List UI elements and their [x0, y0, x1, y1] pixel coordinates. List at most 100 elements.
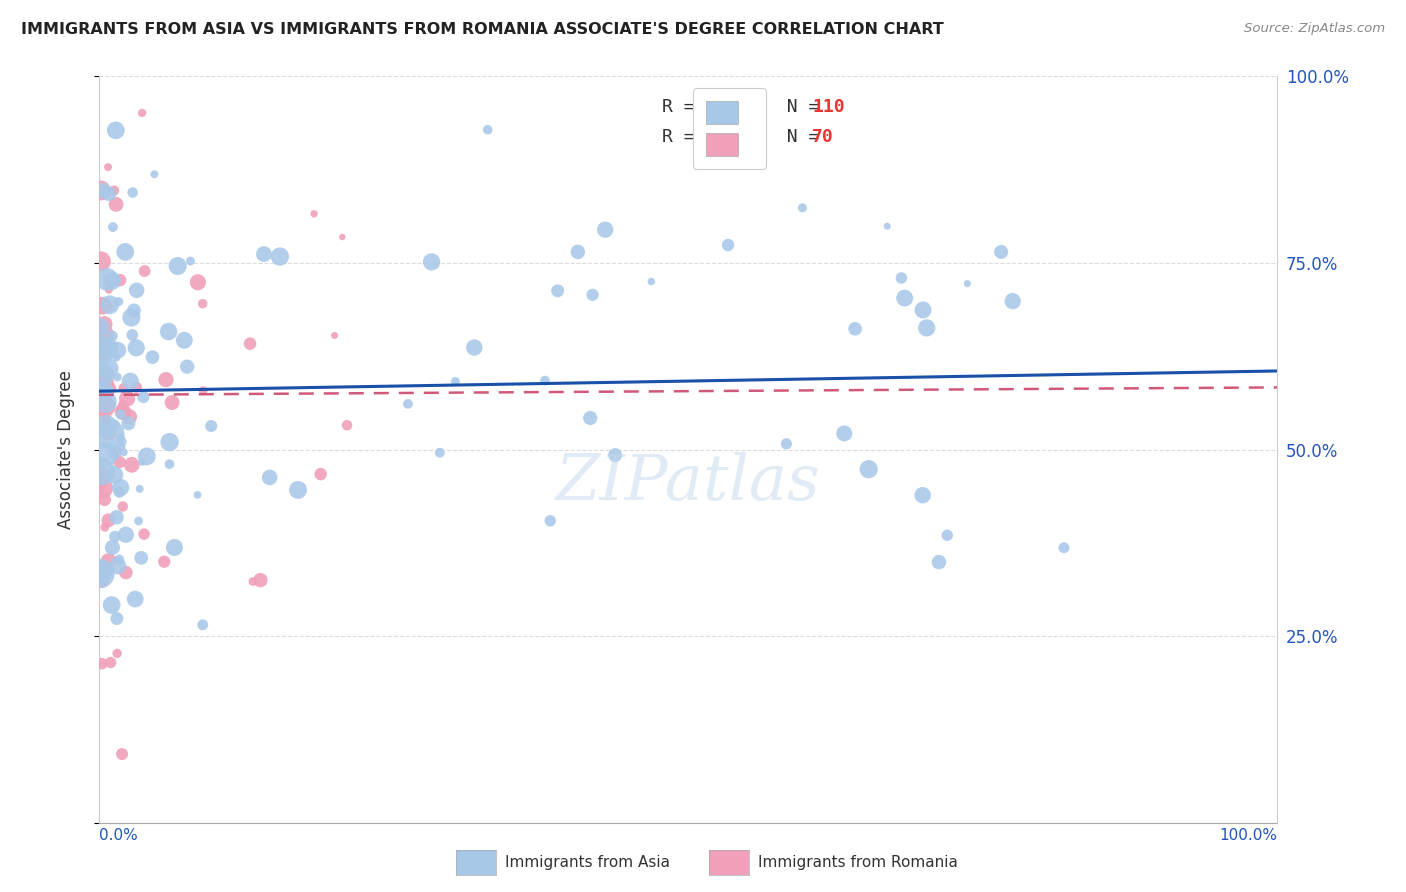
Point: [160, 395, 183, 409]
Point: [94, 394, 117, 409]
Text: 100.0%: 100.0%: [1219, 828, 1278, 843]
Point: [89, 396, 111, 410]
Point: [91, 341, 114, 355]
Point: [153, 555, 176, 569]
Point: [90, 343, 112, 357]
Point: [96, 327, 118, 342]
Point: [89, 566, 111, 581]
Point: [579, 411, 602, 425]
Point: [121, 458, 143, 472]
Point: [131, 455, 153, 469]
Point: [915, 321, 938, 335]
Point: [108, 485, 131, 500]
Point: [134, 264, 156, 278]
Point: [104, 530, 127, 544]
Point: [90, 559, 112, 574]
Point: [100, 656, 122, 670]
Point: [93, 492, 115, 507]
Point: [90, 371, 112, 385]
Point: [94, 419, 117, 434]
Point: [120, 374, 142, 388]
Text: Immigrants from Asia: Immigrants from Asia: [505, 855, 671, 871]
Point: [96, 376, 118, 390]
Point: [125, 283, 148, 297]
Point: [94, 392, 117, 406]
Point: [547, 284, 569, 298]
Text: 0.011: 0.011: [706, 128, 761, 146]
Point: [103, 184, 125, 198]
Point: [111, 404, 134, 418]
Point: [90, 322, 112, 336]
Point: [115, 392, 138, 406]
Point: [105, 647, 128, 661]
Point: [101, 274, 124, 288]
Point: [111, 747, 134, 761]
Point: [90, 183, 112, 197]
Point: [420, 255, 443, 269]
Text: 0.0%: 0.0%: [98, 828, 138, 843]
Point: [98, 298, 121, 312]
Point: [936, 528, 959, 542]
Point: [100, 598, 122, 612]
Point: [105, 370, 128, 384]
Point: [101, 220, 124, 235]
Point: [103, 446, 125, 460]
Point: [593, 222, 616, 236]
Point: [117, 416, 139, 430]
Point: [97, 160, 120, 174]
Point: [911, 302, 934, 317]
Point: [876, 219, 898, 234]
Point: [94, 414, 117, 428]
Point: [108, 273, 131, 287]
Point: [97, 340, 120, 354]
Point: [101, 329, 124, 343]
Point: [97, 361, 120, 376]
Point: [110, 481, 132, 495]
Point: [89, 329, 111, 343]
Point: [567, 244, 589, 259]
Point: [97, 425, 120, 440]
Y-axis label: Associate's Degree: Associate's Degree: [58, 370, 75, 529]
Point: [103, 467, 125, 482]
Point: [581, 287, 603, 301]
Point: [112, 445, 135, 459]
Point: [444, 375, 467, 389]
Point: [956, 277, 979, 291]
Point: [163, 541, 186, 555]
Point: [121, 186, 143, 200]
Point: [179, 254, 201, 268]
Point: [90, 465, 112, 479]
Point: [93, 401, 115, 416]
Point: [193, 384, 215, 398]
Point: [104, 445, 127, 459]
Point: [187, 275, 209, 289]
Point: [104, 123, 127, 137]
Legend: , : ,: [693, 88, 765, 169]
Point: [157, 325, 180, 339]
Point: [101, 541, 124, 555]
Point: [98, 427, 121, 442]
Text: ZIPatlas: ZIPatlas: [555, 452, 821, 514]
Point: [336, 418, 359, 433]
Point: [640, 275, 662, 289]
Point: [91, 184, 114, 198]
Point: [253, 247, 276, 261]
Point: [90, 368, 112, 383]
Point: [128, 514, 150, 528]
Point: [89, 320, 111, 334]
Point: [96, 413, 118, 427]
Point: [94, 520, 117, 534]
Point: [176, 359, 198, 374]
Point: [110, 430, 132, 444]
Point: [928, 555, 950, 569]
Point: [287, 483, 309, 497]
Point: [112, 405, 135, 419]
Point: [105, 197, 128, 211]
Point: [605, 448, 627, 462]
Text: IMMIGRANTS FROM ASIA VS IMMIGRANTS FROM ROMANIA ASSOCIATE'S DEGREE CORRELATION C: IMMIGRANTS FROM ASIA VS IMMIGRANTS FROM …: [21, 22, 943, 37]
Point: [105, 611, 128, 625]
Point: [90, 657, 112, 671]
Point: [269, 250, 291, 264]
Point: [323, 328, 346, 343]
Point: [90, 464, 112, 478]
